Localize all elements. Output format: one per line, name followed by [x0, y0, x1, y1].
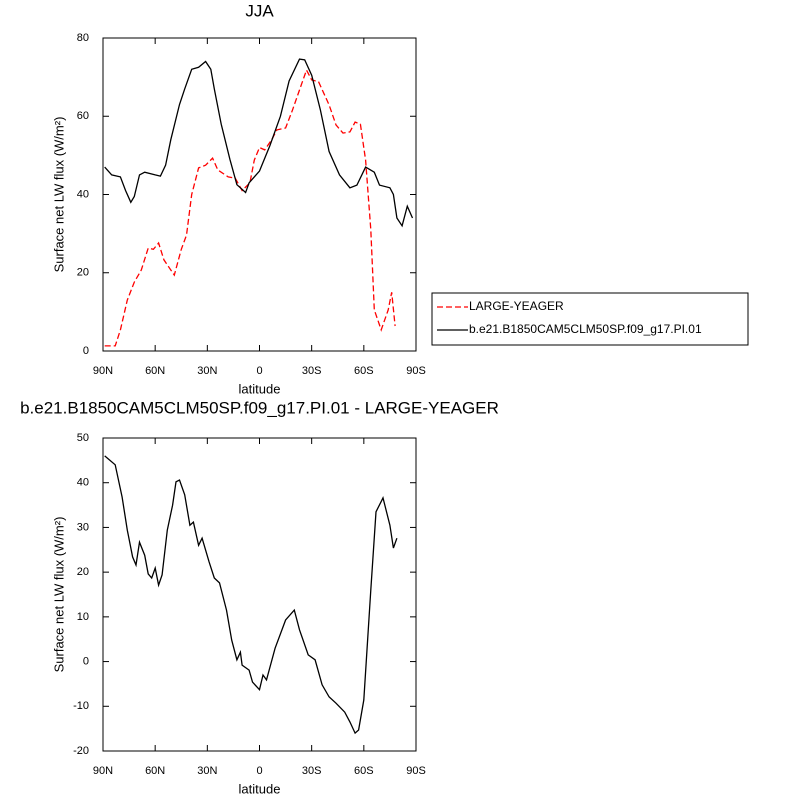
- x-axis-label: latitude: [239, 781, 281, 796]
- x-tick-label: 0: [256, 765, 262, 777]
- legend-label: LARGE-YEAGER: [469, 299, 564, 313]
- chart: JJA 0 20 40 60 80 90N 60N 30N 0 30S 60S 90S latitude S…: [51, 1, 749, 396]
- y-tick-label: 20: [77, 566, 89, 578]
- y-tick-label: 60: [77, 110, 89, 122]
- data-line: [104, 58, 414, 228]
- x-tick-label: 30S: [302, 765, 322, 777]
- y-tick-label: 30: [77, 521, 89, 533]
- chart-title: JJA: [245, 1, 274, 20]
- y-tick-label: 10: [77, 611, 89, 623]
- chart: b.e21.B1850CAM5CLM50SP.f09_g17.PI.01 - L…: [20, 398, 499, 796]
- y-tick-label: -10: [73, 700, 89, 712]
- x-tick-label: 60S: [354, 365, 374, 377]
- x-tick-label: 90S: [406, 365, 426, 377]
- x-tick-label: 60S: [354, 765, 374, 777]
- x-tick-label: 90N: [93, 365, 113, 377]
- x-tick-label: 60N: [145, 365, 165, 377]
- x-axis-label: latitude: [239, 381, 281, 396]
- y-tick-label: 80: [77, 32, 89, 44]
- x-tick-label: 30N: [197, 765, 217, 777]
- x-tick-label: 0: [256, 365, 262, 377]
- y-tick-label: 20: [77, 267, 89, 279]
- x-tick-label: 30N: [197, 365, 217, 377]
- y-tick-label: 50: [77, 432, 89, 444]
- x-tick-label: 60N: [145, 765, 165, 777]
- y-tick-label: 40: [77, 188, 89, 200]
- y-axis-label: Surface net LW flux (W/m²): [51, 517, 66, 673]
- y-tick-label: 0: [83, 345, 89, 357]
- x-tick-label: 30S: [302, 365, 322, 377]
- y-tick-label: 40: [77, 477, 89, 489]
- data-line: [104, 455, 398, 735]
- plot-frame: [102, 37, 417, 352]
- y-tick-label: -20: [73, 745, 89, 757]
- x-tick-label: 90S: [406, 765, 426, 777]
- legend-label: b.e21.B1850CAM5CLM50SP.f09_g17.PI.01: [469, 322, 702, 336]
- y-axis-label: Surface net LW flux (W/m²): [51, 117, 66, 273]
- y-tick-label: 0: [83, 655, 89, 667]
- chart-title: b.e21.B1850CAM5CLM50SP.f09_g17.PI.01 - L…: [20, 398, 499, 417]
- legend-box: [431, 292, 749, 346]
- data-line: [104, 68, 396, 347]
- x-tick-label: 90N: [93, 765, 113, 777]
- plot-frame: [102, 437, 417, 752]
